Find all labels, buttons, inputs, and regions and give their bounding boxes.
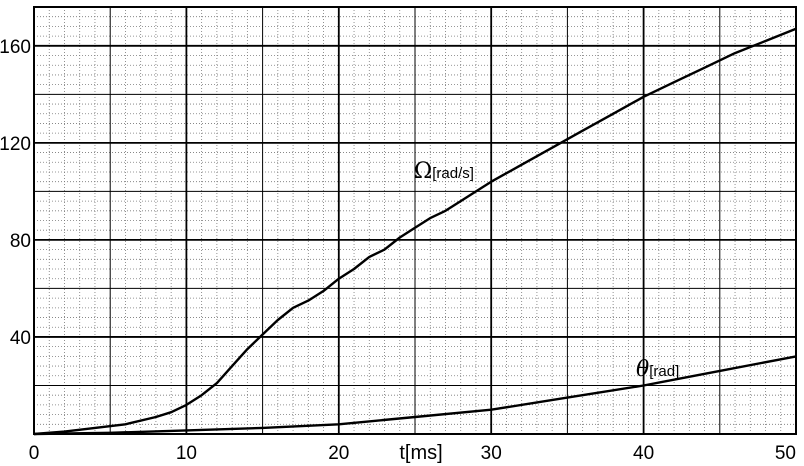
x-axis-label: t[ms] bbox=[399, 442, 442, 464]
x-tick-label: 50 bbox=[775, 443, 796, 464]
tick-labels: 0 10 20 30 40 50 40 80 120 160 bbox=[0, 37, 796, 464]
omega-unit: [rad/s] bbox=[432, 165, 474, 182]
theta-series-label: θ[rad] bbox=[636, 357, 679, 382]
plot-frame bbox=[33, 6, 797, 435]
omega-series-label: Ω[rad/s] bbox=[414, 159, 474, 184]
x-tick-label: 30 bbox=[481, 443, 502, 464]
y-tick-label: 160 bbox=[0, 37, 31, 58]
x-tick-label: 10 bbox=[176, 443, 197, 464]
mid-grid bbox=[34, 7, 796, 434]
x-tick-label: 40 bbox=[633, 443, 654, 464]
y-tick-label: 120 bbox=[0, 134, 31, 155]
omega-symbol: Ω bbox=[414, 159, 432, 184]
theta-unit: [rad] bbox=[649, 363, 679, 380]
omega-series-line bbox=[33, 27, 797, 436]
x-tick-label: 0 bbox=[29, 443, 40, 464]
theta-series-line bbox=[33, 355, 797, 436]
y-tick-label: 80 bbox=[10, 231, 31, 252]
y-tick-label: 40 bbox=[10, 328, 31, 349]
series-layer bbox=[33, 27, 797, 436]
major-grid bbox=[33, 6, 797, 435]
x-tick-label: 20 bbox=[328, 443, 349, 464]
theta-symbol: θ bbox=[636, 357, 649, 382]
